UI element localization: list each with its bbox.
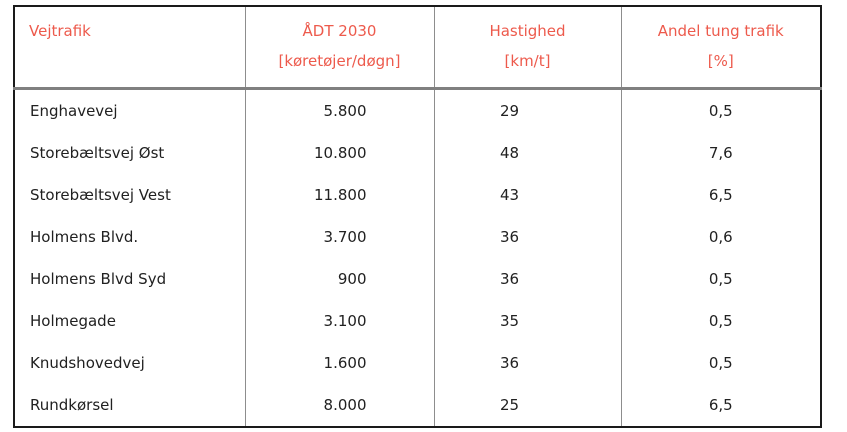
road-name-cell: Holmens Blvd Syd [30,270,167,288]
column-header-speed: Hastighed [km/t] [433,6,621,90]
heavy-share-cell: 0,5 [620,88,821,132]
column-header-heavy-share: Andel tung trafik [%] [620,6,821,90]
column-header-adt-unit: [køretøjer/døgn] [278,52,401,70]
road-name-cell: Storebæltsvej Øst [30,144,165,162]
speed-cell: 36 [433,216,621,258]
table-row: Rundkørsel 8.000 25 6,5 [14,384,821,427]
speed-cell: 36 [433,258,621,300]
column-header-speed-unit: [km/t] [504,52,551,70]
adt-cell: 3.100 [244,300,434,342]
table-row: Holmens Blvd Syd 900 36 0,5 [14,258,821,300]
table-row: Knudshovedvej 1.600 36 0,5 [14,342,821,384]
speed-cell: 43 [433,174,621,216]
column-header-adt: ÅDT 2030 [køretøjer/døgn] [244,6,434,90]
road-name-cell: Enghavevej [30,102,118,120]
road-name-cell: Holmegade [30,312,116,330]
table-row: Enghavevej 5.800 29 0,5 [14,88,821,132]
column-header-speed-label: Hastighed [489,22,566,40]
heavy-share-cell: 0,5 [620,258,821,300]
column-header-road-label: Vejtrafik [29,22,91,40]
traffic-table: Vejtrafik ÅDT 2030 [køretøjer/døgn] Hast… [13,5,822,428]
heavy-share-cell: 7,6 [620,132,821,174]
heavy-share-cell: 6,5 [620,384,821,427]
table-row: Holmens Blvd. 3.700 36 0,6 [14,216,821,258]
speed-cell: 25 [433,384,621,427]
adt-cell: 8.000 [244,384,434,427]
column-header-heavy-share-unit: [%] [707,52,734,70]
speed-cell: 36 [433,342,621,384]
adt-cell: 1.600 [244,342,434,384]
adt-cell: 5.800 [244,88,434,132]
adt-cell: 900 [244,258,434,300]
table-row: Storebæltsvej Øst 10.800 48 7,6 [14,132,821,174]
speed-cell: 29 [433,88,621,132]
heavy-share-cell: 0,5 [620,300,821,342]
column-header-adt-label: ÅDT 2030 [302,22,377,40]
speed-cell: 35 [433,300,621,342]
road-name-cell: Rundkørsel [30,396,114,414]
speed-cell: 48 [433,132,621,174]
adt-cell: 11.800 [244,174,434,216]
road-name-cell: Storebæltsvej Vest [30,186,171,204]
adt-cell: 10.800 [244,132,434,174]
adt-cell: 3.700 [244,216,434,258]
road-name-cell: Knudshovedvej [30,354,145,372]
heavy-share-cell: 0,6 [620,216,821,258]
column-header-road: Vejtrafik [14,6,245,90]
table-row: Storebæltsvej Vest 11.800 43 6,5 [14,174,821,216]
header-row: Vejtrafik ÅDT 2030 [køretøjer/døgn] Hast… [14,6,821,90]
road-name-cell: Holmens Blvd. [30,228,139,246]
heavy-share-cell: 0,5 [620,342,821,384]
column-header-heavy-share-label: Andel tung trafik [657,22,784,40]
table-row: Holmegade 3.100 35 0,5 [14,300,821,342]
heavy-share-cell: 6,5 [620,174,821,216]
